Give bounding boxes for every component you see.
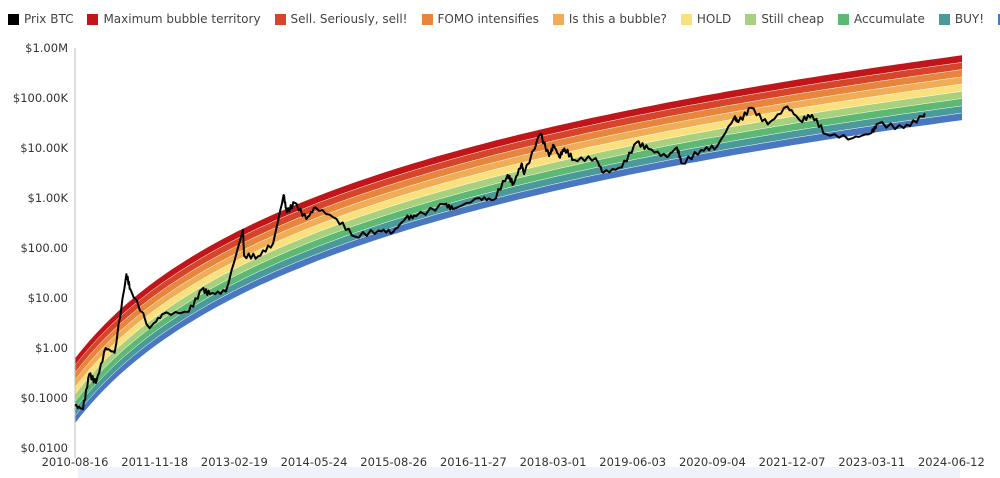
- legend-swatch: [680, 13, 692, 25]
- legend-swatch: [838, 13, 850, 25]
- legend-label: BUY!: [954, 12, 985, 26]
- y-tick-label: $1.00: [35, 341, 68, 355]
- legend-item[interactable]: Still cheap: [745, 12, 824, 26]
- legend-label: FOMO intensifies: [437, 12, 539, 26]
- x-tick-label: 2011-11-18: [121, 455, 188, 469]
- legend-swatch: [8, 13, 19, 25]
- x-tick-label: 2024-06-12: [918, 455, 985, 469]
- x-tick-label: 2020-09-04: [679, 455, 746, 469]
- legend-label: Sell. Seriously, sell!: [290, 12, 408, 26]
- legend-swatch: [552, 13, 564, 25]
- legend-item[interactable]: BUY!: [938, 12, 985, 26]
- legend: Prix BTC Maximum bubble territory Sell. Se…: [8, 12, 1000, 26]
- legend-swatch: [938, 13, 950, 25]
- y-tick-label: $0.0100: [20, 441, 68, 455]
- y-tick-label: $1.00M: [25, 41, 68, 55]
- y-tick-label: $0.1000: [20, 391, 68, 405]
- y-tick-label: $1.00K: [28, 191, 69, 205]
- legend-item[interactable]: HOLD: [680, 12, 732, 26]
- x-tick-label: 2019-06-03: [599, 455, 666, 469]
- legend-swatch: [421, 13, 433, 25]
- legend-label: Maximum bubble territory: [103, 12, 261, 26]
- legend-swatch: [998, 13, 1000, 25]
- legend-item[interactable]: Maximum bubble territory: [87, 12, 261, 26]
- legend-swatch: [87, 13, 99, 25]
- y-tick-label: $10.00: [28, 291, 68, 305]
- legend-label: Is this a bubble?: [568, 12, 667, 26]
- x-tick-label: 2015-08-26: [360, 455, 427, 469]
- range-slider[interactable]: [78, 467, 960, 478]
- y-tick-label: $10.00K: [20, 141, 68, 155]
- legend-swatch: [745, 13, 757, 25]
- y-tick-label: $100.00: [20, 241, 68, 255]
- legend-label: Still cheap: [761, 12, 825, 26]
- legend-item[interactable]: Sell. Seriously, sell!: [274, 12, 408, 26]
- legend-item[interactable]: Is this a bubble?: [552, 12, 667, 26]
- legend-item[interactable]: FOMO intensifies: [421, 12, 539, 26]
- legend-label: Accumulate: [854, 12, 925, 26]
- legend-item[interactable]: Accumulate: [838, 12, 925, 26]
- x-tick-label: 2010-08-16: [42, 455, 109, 469]
- x-tick-label: 2023-03-11: [838, 455, 905, 469]
- legend-swatch: [274, 13, 286, 25]
- btc-price-line: [74, 105, 926, 411]
- y-tick-label: $100.00K: [13, 91, 69, 105]
- legend-label: HOLD: [696, 12, 732, 26]
- x-tick-label: 2013-02-19: [201, 455, 268, 469]
- legend-item[interactable]: Prix BTC: [8, 12, 73, 26]
- x-tick-label: 2014-05-24: [281, 455, 348, 469]
- x-tick-label: 2018-03-01: [520, 455, 587, 469]
- x-tick-label: 2021-12-07: [759, 455, 826, 469]
- legend-label: Prix BTC: [24, 12, 74, 26]
- x-tick-label: 2016-11-27: [440, 455, 507, 469]
- legend-item[interactable]: Fire sale!: [998, 12, 1000, 26]
